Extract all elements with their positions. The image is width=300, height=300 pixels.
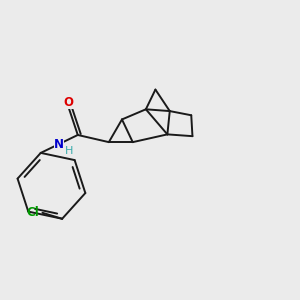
Text: O: O (64, 96, 74, 109)
Text: N: N (53, 138, 64, 151)
Text: Cl: Cl (27, 206, 40, 219)
Text: H: H (65, 146, 74, 157)
